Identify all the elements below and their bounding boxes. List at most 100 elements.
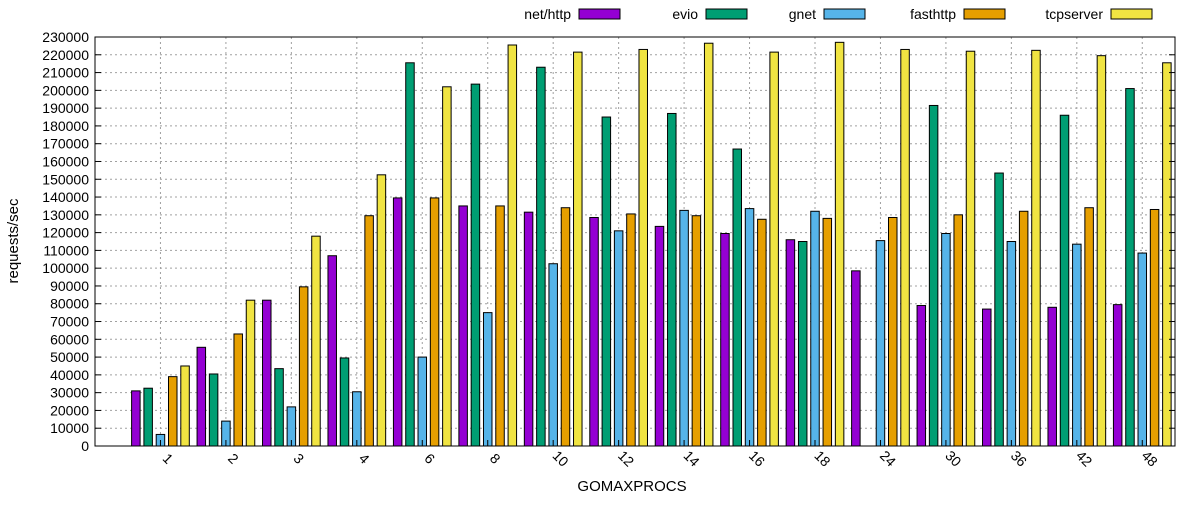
bar-net-http: [982, 308, 992, 447]
y-tick-label: 200000: [42, 82, 89, 98]
x-tick-label: 14: [680, 447, 702, 469]
legend-swatch: [578, 8, 621, 20]
bar-fasthttp: [757, 218, 767, 447]
x-tick-label: 4: [356, 450, 373, 467]
y-tick-label: 110000: [43, 242, 89, 258]
bar-tcpserver: [573, 51, 583, 447]
bar-tcpserver: [1031, 49, 1041, 447]
bar-evio: [667, 112, 677, 447]
bar-fasthttp: [1084, 207, 1094, 447]
bar-net-http: [916, 305, 927, 447]
y-tick-label: 210000: [42, 65, 89, 81]
x-tick-label: 18: [811, 447, 833, 469]
bar-tcpserver: [900, 48, 910, 447]
x-tick-label: 16: [746, 447, 768, 469]
bar-evio: [994, 172, 1004, 447]
bar-net-http: [392, 197, 403, 447]
y-tick-label: 190000: [42, 100, 89, 116]
bar-fasthttp: [1018, 210, 1029, 447]
y-tick-label: 160000: [42, 153, 89, 169]
bar-net-http: [196, 346, 207, 447]
y-axis-label: requests/sec: [5, 198, 22, 284]
bar-gnet: [875, 240, 886, 447]
bar-evio: [797, 241, 808, 447]
y-tick-label: 10000: [50, 420, 89, 436]
bar-gnet: [613, 230, 624, 447]
legend-label: net/http: [524, 6, 571, 22]
x-tick-label: 6: [421, 450, 438, 467]
bar-gnet: [1072, 243, 1082, 447]
bar-gnet: [352, 391, 362, 447]
y-tick-label: 60000: [50, 331, 89, 347]
bar-tcpserver: [834, 41, 845, 447]
bar-evio: [1125, 88, 1135, 447]
bar-evio: [470, 83, 481, 447]
y-tick-label: 170000: [42, 136, 89, 152]
bar-tcpserver: [180, 365, 190, 447]
bar-tcpserver: [376, 174, 387, 447]
bar-tcpserver: [703, 42, 714, 447]
y-tick-label: 100000: [42, 260, 89, 276]
x-tick-label: 30: [942, 447, 964, 469]
x-tick-label: 10: [550, 447, 572, 469]
x-tick-label: 36: [1008, 447, 1030, 469]
x-tick-label: 2: [225, 450, 242, 467]
bar-fasthttp: [953, 214, 963, 447]
bar-evio: [143, 387, 153, 447]
bar-fasthttp: [822, 217, 833, 447]
bar-net-http: [720, 232, 730, 447]
bar-tcpserver: [769, 51, 779, 447]
y-tick-label: 20000: [50, 402, 89, 418]
bar-gnet: [679, 209, 689, 447]
y-tick-label: 70000: [50, 314, 89, 330]
bar-net-http: [1047, 306, 1057, 447]
bar-tcpserver: [442, 86, 452, 447]
bar-fasthttp: [429, 197, 440, 447]
bar-tcpserver: [1096, 55, 1107, 447]
x-tick-label: 8: [487, 450, 504, 467]
x-tick-label: 12: [615, 447, 637, 469]
bar-evio: [208, 373, 219, 447]
bar-net-http: [523, 211, 534, 447]
legend-swatch: [963, 8, 1006, 20]
bar-evio: [536, 66, 546, 447]
y-tick-label: 40000: [50, 367, 89, 383]
bar-evio: [601, 116, 612, 447]
legend-label: fasthttp: [910, 6, 956, 22]
bar-tcpserver: [245, 299, 256, 447]
bar-gnet: [482, 312, 493, 447]
bar-evio: [274, 368, 284, 447]
bars: [131, 41, 1172, 447]
y-tick-label: 50000: [50, 349, 89, 365]
bar-gnet: [744, 208, 755, 447]
bar-gnet: [548, 263, 558, 447]
y-tick-label: 0: [81, 438, 89, 454]
x-tick-label: 24: [877, 447, 899, 469]
bar-gnet: [1006, 241, 1017, 447]
bar-net-http: [589, 216, 599, 447]
bar-tcpserver: [965, 50, 976, 447]
bar-tcpserver: [1162, 62, 1172, 447]
bar-net-http: [851, 270, 861, 447]
x-tick-label: 48: [1139, 447, 1161, 469]
plot-frame: [94, 36, 1176, 447]
bar-net-http: [654, 225, 665, 447]
bar-fasthttp: [364, 215, 374, 447]
bar-gnet: [1137, 252, 1148, 447]
y-tick-label: 120000: [42, 225, 89, 241]
x-axis-label: GOMAXPROCS: [577, 478, 686, 495]
y-tick-label: 30000: [50, 385, 89, 401]
y-tick-label: 150000: [42, 171, 89, 187]
bar-fasthttp: [560, 207, 571, 447]
y-tick-label: 80000: [50, 296, 89, 312]
bar-fasthttp: [626, 213, 636, 447]
legend-label: tcpserver: [1045, 6, 1103, 22]
y-tick-label: 220000: [42, 47, 89, 63]
bar-net-http: [327, 255, 337, 447]
bar-fasthttp: [298, 286, 309, 447]
y-tick-label: 180000: [42, 118, 89, 134]
bar-tcpserver: [311, 235, 321, 447]
